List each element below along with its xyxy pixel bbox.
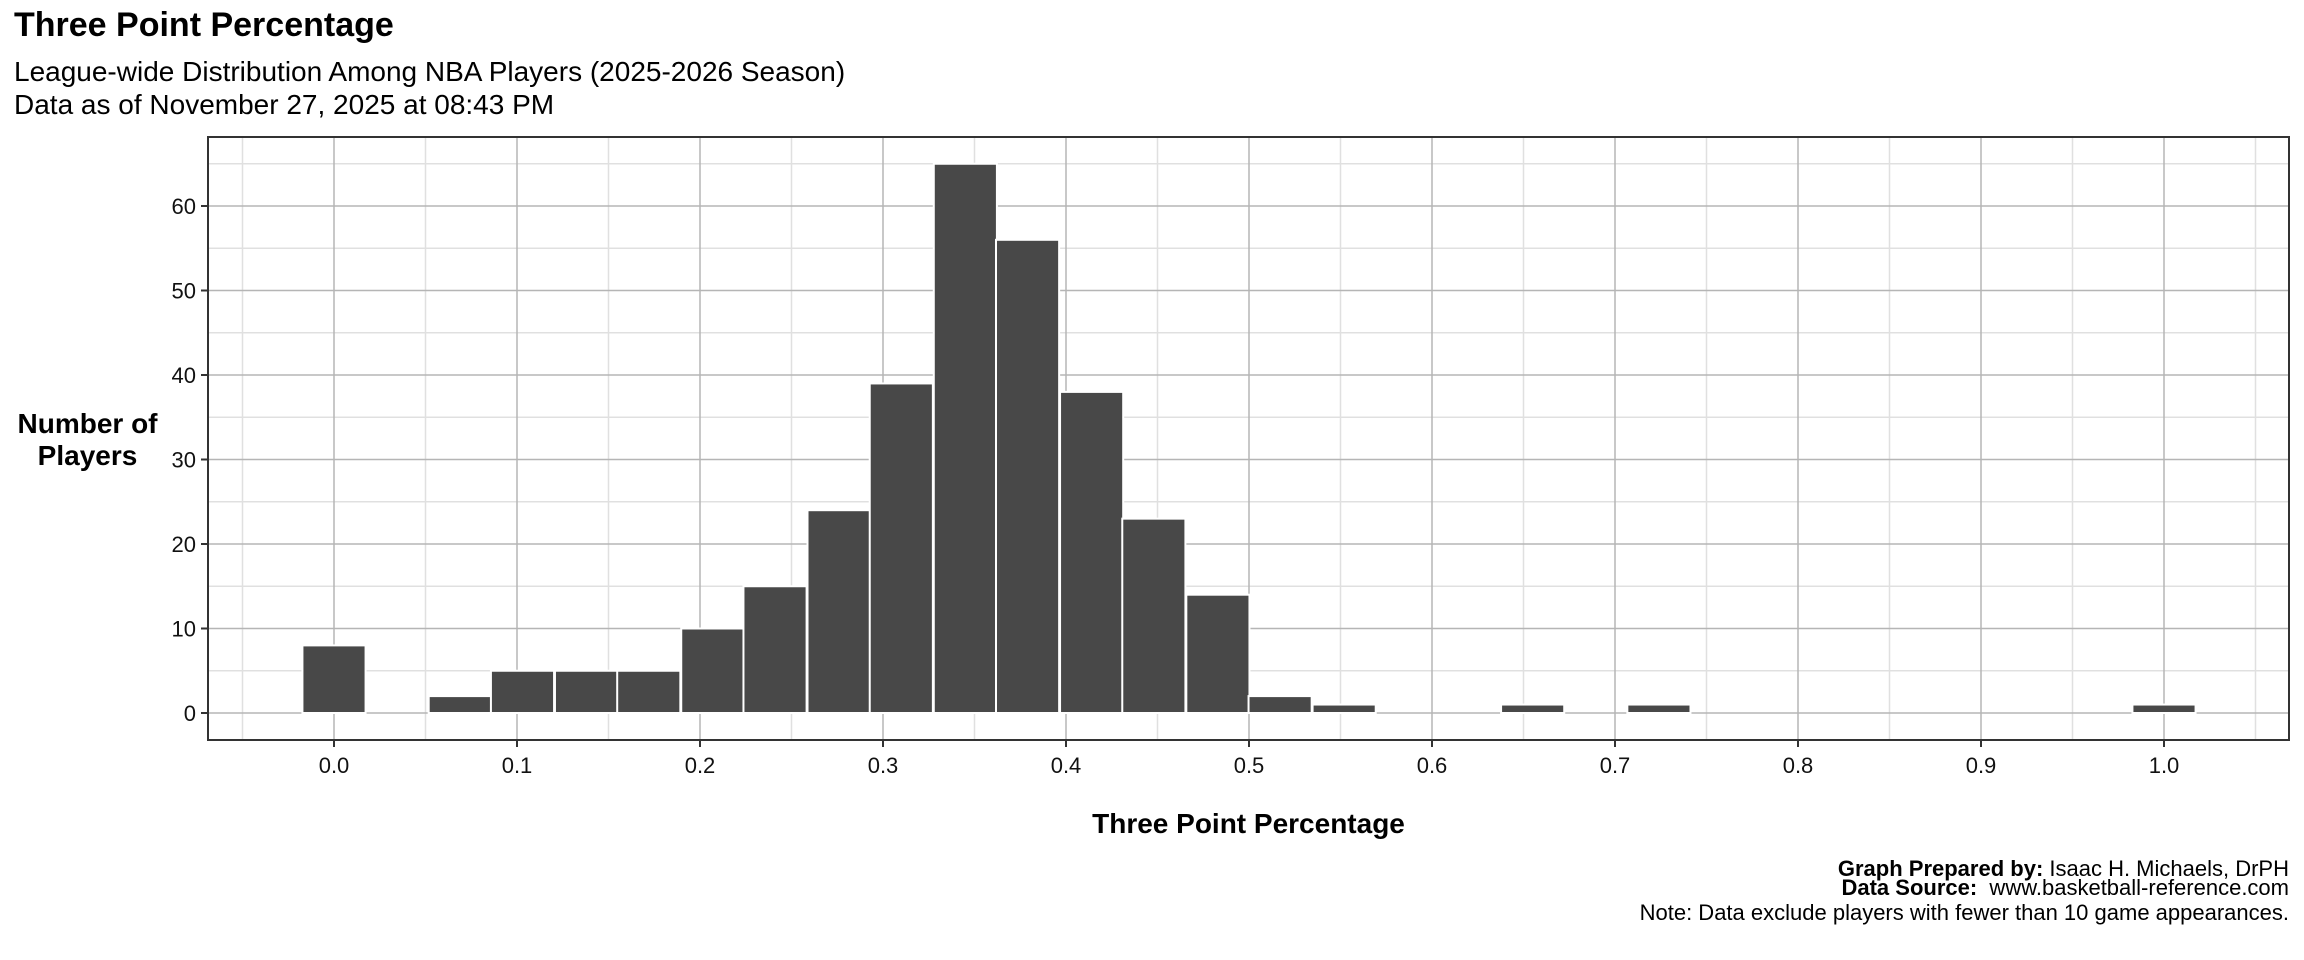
data-source-label: Data Source: [1841, 875, 1978, 900]
x-tick-label: 0.2 [685, 753, 716, 778]
histogram-bar [806, 509, 872, 715]
x-tick-label: 0.4 [1051, 753, 1082, 778]
y-axis-title-line2: Players [37, 440, 138, 471]
prepared-by-label: Graph Prepared by: [1837, 856, 2044, 881]
y-tick-label: 0 [184, 701, 196, 726]
x-tick-label: 0.1 [502, 753, 533, 778]
x-tick-label: 0.6 [1417, 753, 1448, 778]
histogram-bar [427, 695, 493, 714]
prepared-by-value: Isaac H. Michaels, DrPH [2043, 856, 2289, 881]
histogram-bar [1500, 703, 1566, 714]
data-source-credit: Data Source: www.basketball-reference.co… [1841, 875, 2289, 901]
x-tick-label: 0.7 [1600, 753, 1631, 778]
footnote: Note: Data exclude players with fewer th… [1639, 900, 2289, 925]
histogram-bar [1059, 390, 1125, 714]
chart-title: Three Point Percentage [14, 6, 394, 44]
histogram-bar [1121, 517, 1187, 715]
y-axis-title: Number of Players [0, 408, 175, 472]
histogram-bar [2131, 703, 2197, 714]
histogram-bar [680, 627, 746, 714]
histogram-bar [1247, 695, 1313, 714]
histogram-bar [742, 585, 808, 714]
x-tick-label: 0.8 [1783, 753, 1814, 778]
y-tick-label: 60 [172, 194, 196, 219]
x-axis-title: Three Point Percentage [1092, 808, 1405, 839]
data-source-value: www.basketball-reference.com [1977, 875, 2289, 900]
y-tick-label: 10 [172, 617, 196, 642]
data-timestamp: Data as of November 27, 2025 at 08:43 PM [14, 89, 555, 120]
histogram-bar [616, 669, 682, 714]
histogram-bar [301, 644, 367, 715]
histogram-bar [1185, 593, 1251, 715]
histogram-bar [1626, 703, 1692, 714]
histogram-bar [1311, 703, 1377, 714]
chart-subtitle: League-wide Distribution Among NBA Playe… [14, 56, 846, 87]
prepared-by-credit: Graph Prepared by: Isaac H. Michaels, Dr… [1838, 856, 2289, 882]
histogram-bar [995, 238, 1061, 715]
x-tick-label: 0.9 [1966, 753, 1997, 778]
y-tick-label: 30 [172, 448, 196, 473]
x-tick-label: 0.5 [1234, 753, 1265, 778]
histogram-bar [553, 669, 620, 714]
x-tick-label: 1.0 [2149, 753, 2180, 778]
y-axis-title-line1: Number of [17, 408, 158, 439]
y-tick-label: 40 [172, 363, 196, 388]
histogram-bar [932, 162, 998, 714]
histogram-bar [489, 669, 556, 714]
x-tick-label: 0.0 [319, 753, 350, 778]
y-tick-label: 50 [172, 279, 196, 304]
x-tick-label: 0.3 [868, 753, 899, 778]
y-tick-label: 20 [172, 532, 196, 557]
histogram-bar [868, 382, 934, 714]
